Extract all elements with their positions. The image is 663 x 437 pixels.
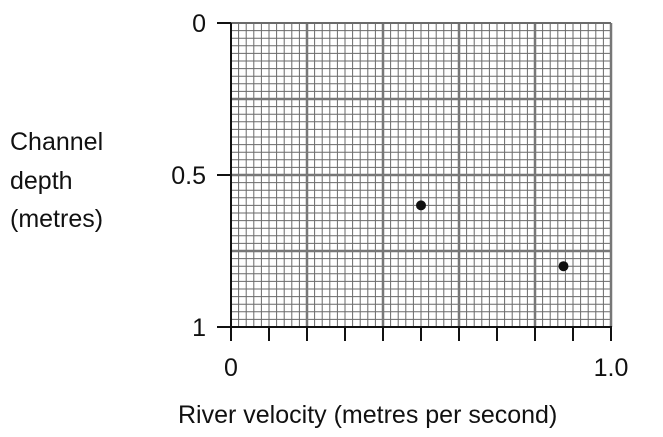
data-point (558, 261, 569, 272)
data-point (416, 200, 426, 211)
y-axis-label-line-3: (metres) (10, 205, 104, 233)
ticks (217, 22, 612, 341)
y-tick-label: 1 (192, 314, 206, 342)
y-axis-label-line-1: Channel (10, 128, 104, 156)
tick-labels: 0 1.0 0 0.5 1 (171, 10, 628, 382)
x-axis-label: River velocity (metres per second) (178, 401, 558, 429)
x-tick-label: 1.0 (594, 354, 629, 382)
x-tick-label: 0 (224, 354, 238, 382)
major-grid (231, 22, 613, 327)
y-tick-label: 0.5 (171, 162, 206, 190)
y-axis-label-line-2: depth (10, 167, 73, 195)
y-tick-label: 0 (192, 10, 206, 38)
data-points (416, 200, 569, 272)
